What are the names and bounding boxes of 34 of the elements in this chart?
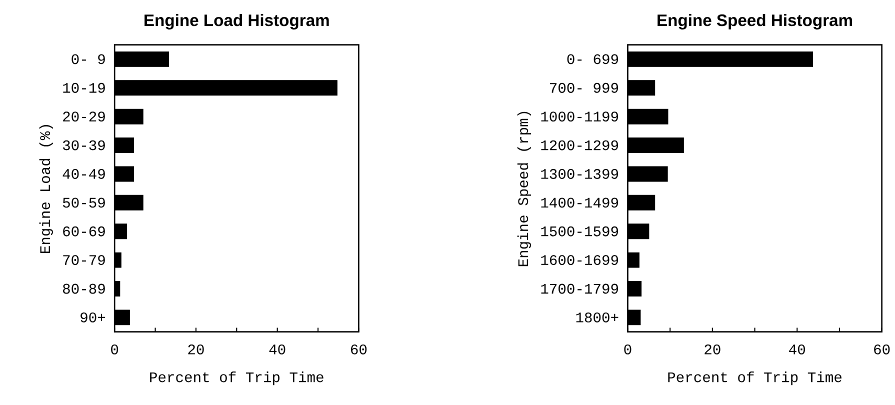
y-tick-label: 700- 999 (550, 83, 618, 94)
y-tick-label: 90+ (80, 312, 106, 323)
y-tick-label: 20-29 (63, 112, 105, 122)
y-axis-title: Engine Load (%) (39, 125, 53, 254)
y-tick-label: 1200-1299 (541, 140, 618, 150)
y-tick-label: 0- 9 (72, 54, 105, 64)
y-tick-label: 1800+ (576, 312, 618, 323)
y-tick-label: 1000-1199 (541, 112, 618, 122)
y-tick-label: 1300-1399 (541, 169, 618, 180)
x-axis-title: Percent of Trip Time (150, 372, 324, 386)
chart-title: Engine Speed Histogram (658, 14, 852, 30)
y-tick-label: 30-39 (62, 140, 105, 150)
x-tick-label: 60 (351, 344, 367, 355)
x-tick-label: 20 (704, 344, 720, 355)
y-tick-label: 10-19 (63, 83, 105, 94)
x-tick-label: 0 (624, 344, 632, 355)
x-tick-label: 20 (188, 344, 204, 355)
y-tick-label: 1600-1699 (541, 255, 618, 266)
chart-title: Engine Load Histogram (144, 14, 329, 30)
x-tick-label: 0 (111, 344, 118, 355)
y-tick-label: 40-49 (62, 169, 105, 180)
y-axis-title: Engine Speed (rpm) (517, 112, 531, 266)
x-tick-label: 60 (874, 344, 890, 355)
y-tick-label: 0- 699 (567, 54, 618, 64)
y-tick-label: 80-89 (63, 284, 105, 294)
x-axis-title: Percent of Trip Time (668, 372, 842, 386)
y-tick-label: 60-69 (63, 226, 105, 237)
y-tick-label: 50-59 (62, 198, 105, 208)
y-tick-label: 1500-1599 (541, 226, 618, 237)
x-tick-label: 40 (789, 344, 805, 355)
y-tick-label: 1700-1799 (541, 284, 618, 294)
y-tick-label: 70-79 (63, 255, 105, 266)
y-tick-label: 1400-1499 (541, 198, 618, 208)
x-tick-label: 40 (269, 344, 286, 355)
